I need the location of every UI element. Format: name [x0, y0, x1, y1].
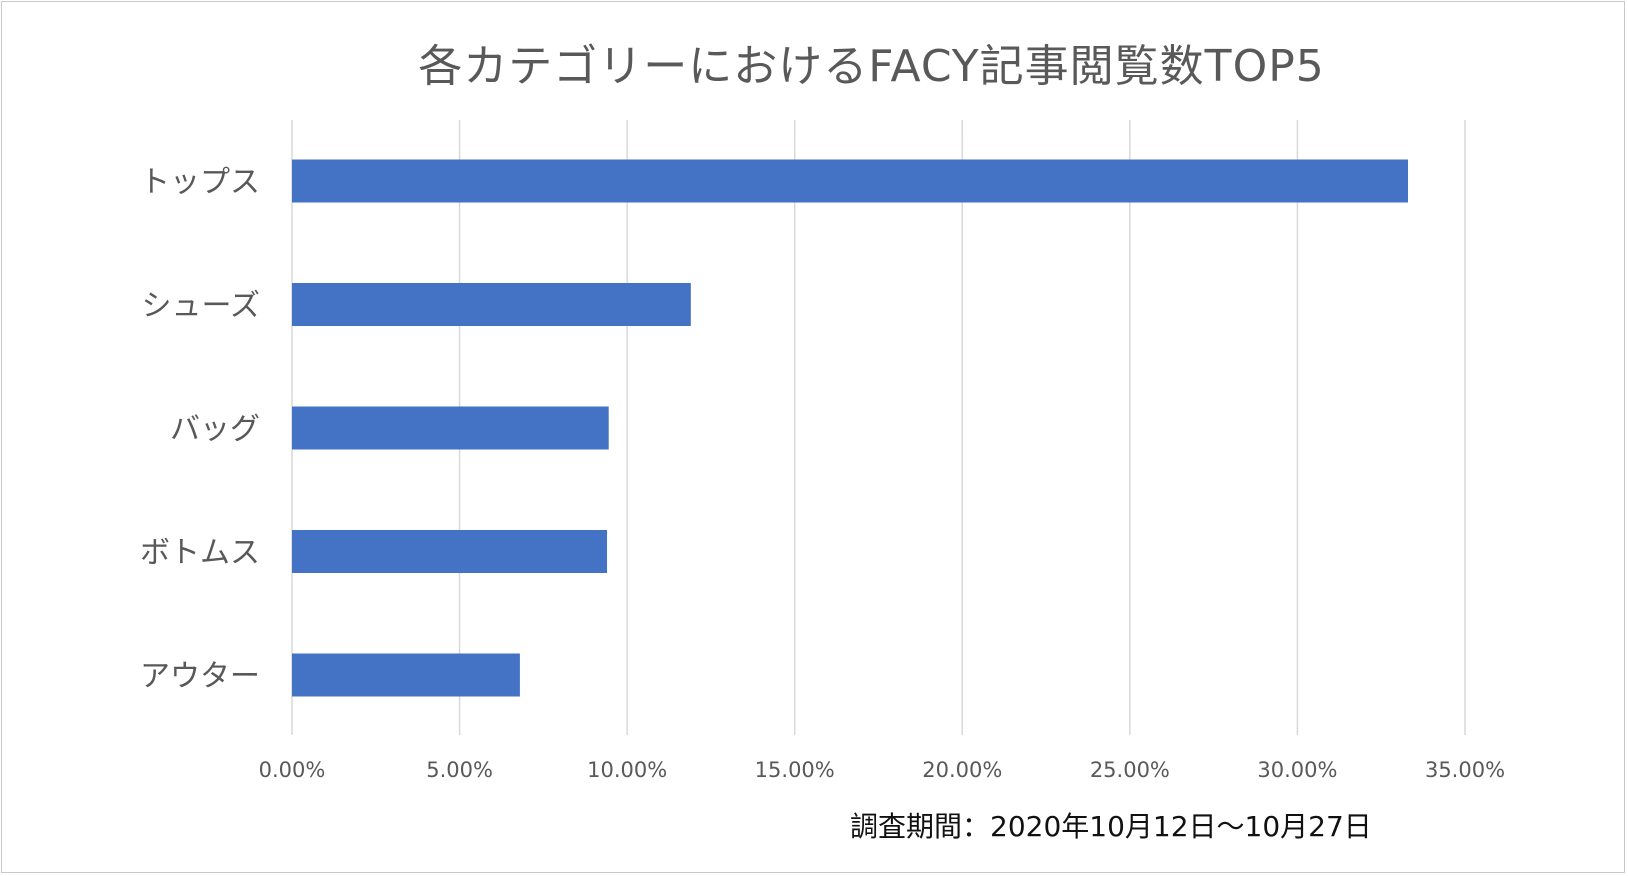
x-tick-label: 5.00% — [426, 758, 493, 782]
category-label: トップス — [140, 165, 260, 200]
x-tick-label: 20.00% — [922, 758, 1002, 782]
x-tick-label: 30.00% — [1257, 758, 1337, 782]
x-tick-label: 35.00% — [1425, 758, 1505, 782]
chart-title: 各カテゴリーにおけるFACY記事閲覧数TOP5 — [418, 41, 1325, 92]
bar — [292, 159, 1409, 203]
survey-period-note: 調査期間：2020年10月12日〜10月27日 — [850, 810, 1372, 843]
x-tick-label: 15.00% — [755, 758, 835, 782]
bar — [292, 406, 609, 450]
x-tick-label: 25.00% — [1090, 758, 1170, 782]
bar — [292, 653, 520, 697]
gridlines — [291, 120, 1466, 735]
category-label: シューズ — [142, 289, 261, 324]
x-tick-label: 10.00% — [587, 758, 667, 782]
bar — [292, 530, 608, 573]
category-label: ボトムス — [140, 536, 260, 571]
x-tick-labels: 0.00% 5.00% 10.00% 15.00% 20.00% 25.00% 30.00%… — [259, 758, 1505, 782]
bars — [292, 159, 1409, 697]
category-label: バッグ — [170, 412, 260, 447]
x-tick-label: 0.00% — [259, 758, 326, 782]
category-label: アウター — [140, 659, 260, 694]
bar — [292, 283, 691, 326]
